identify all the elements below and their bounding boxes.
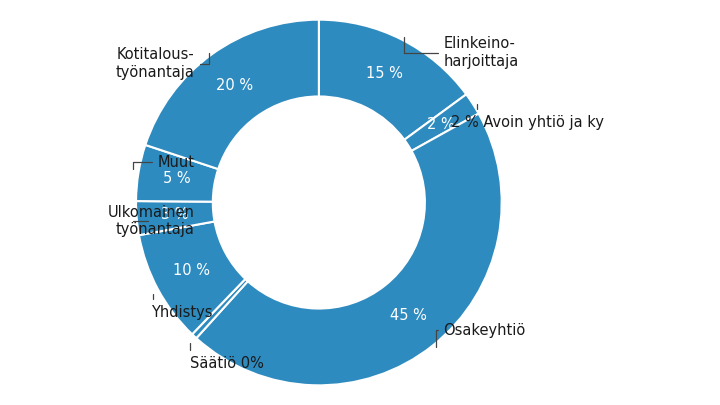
Wedge shape [139,222,246,334]
Text: Elinkeino-
harjoittaja: Elinkeino- harjoittaja [404,36,518,69]
Text: 3 %: 3 % [161,207,189,222]
Text: Kotitalous-
työnantaja: Kotitalous- työnantaja [116,47,209,80]
Text: 10 %: 10 % [173,263,210,278]
Text: 5 %: 5 % [163,171,190,186]
Wedge shape [192,279,248,338]
Wedge shape [405,94,479,151]
Wedge shape [136,145,218,202]
Text: Osakeyhtiö: Osakeyhtiö [436,323,526,347]
Text: Yhdistys: Yhdistys [151,294,213,320]
Text: Säätiö 0%: Säätiö 0% [190,343,264,371]
Wedge shape [319,20,467,140]
Text: 15 %: 15 % [366,66,402,81]
Text: 20 %: 20 % [216,78,253,93]
Text: Ulkomainen
työnantaja: Ulkomainen työnantaja [108,205,194,237]
Wedge shape [197,113,502,385]
Text: 45 %: 45 % [390,308,427,323]
Text: 2 % Avoin yhtiö ja ky: 2 % Avoin yhtiö ja ky [451,104,603,130]
Wedge shape [136,201,215,235]
Wedge shape [145,20,319,169]
Text: 2 %: 2 % [426,117,454,132]
Text: Muut: Muut [133,155,194,170]
